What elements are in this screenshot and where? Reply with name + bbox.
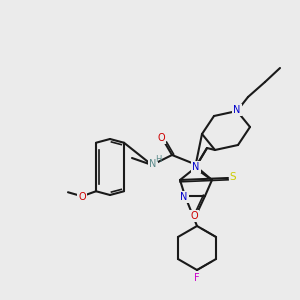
Text: S: S (230, 172, 236, 182)
Text: O: O (78, 192, 86, 202)
Text: O: O (157, 133, 165, 143)
Text: N: N (192, 162, 200, 172)
Text: N: N (180, 192, 188, 202)
Text: O: O (190, 211, 198, 221)
Text: N: N (149, 159, 157, 169)
Text: F: F (194, 273, 200, 283)
Text: N: N (233, 105, 241, 115)
Text: H: H (155, 155, 161, 164)
